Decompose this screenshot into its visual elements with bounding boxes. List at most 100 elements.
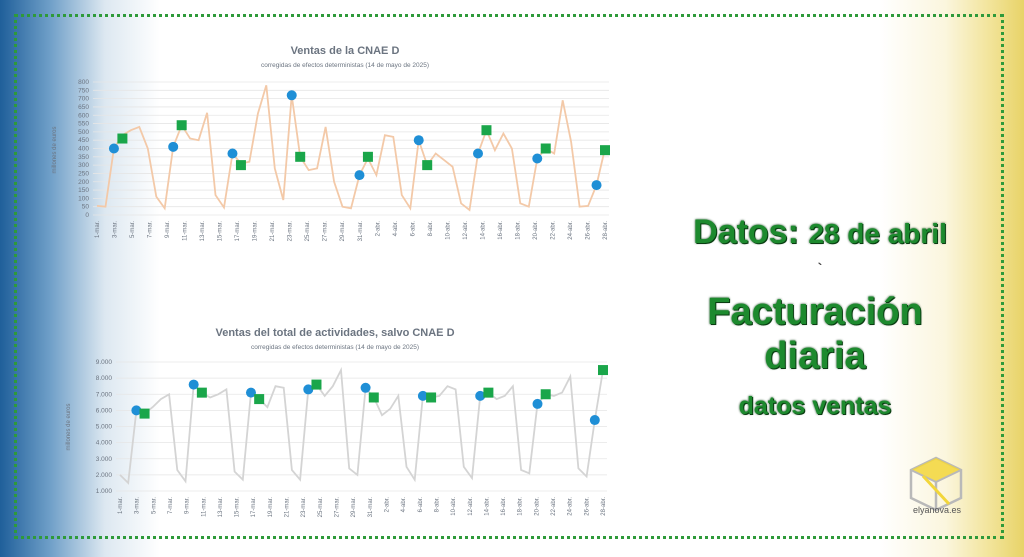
chart1-point-blue	[413, 135, 424, 146]
chart1-point-green	[176, 120, 187, 131]
chart1-point-blue	[227, 148, 238, 159]
chart1-xtick-label: 9-mar.	[165, 221, 171, 238]
chart2-xtick-label: 9-mar.	[185, 497, 191, 514]
chart1-point-blue	[168, 141, 179, 152]
chart2-xtick-label: 4-abr.	[401, 497, 407, 513]
chart1-xtick-label: 8-abr.	[428, 221, 434, 237]
chart2-point-green	[483, 387, 494, 398]
chart2-xtick-label: 24-abr.	[568, 497, 574, 516]
chart2-ytick-label: 8.000	[96, 375, 113, 382]
datos-heading: Datos: 28 de abril	[660, 213, 980, 252]
chart1-xtick-label: 25-mar.	[305, 221, 311, 242]
chart2-xtick-label: 8-abr.	[434, 497, 440, 513]
chart2-xtick-label: 6-abr.	[418, 497, 424, 513]
chart1-xtick-label: 21-mar.	[270, 221, 276, 242]
chart2-xtick-label: 16-abr.	[501, 497, 507, 516]
chart1-point-blue	[473, 148, 483, 159]
chart1-point-blue	[354, 170, 365, 181]
chart1-ytick-label: 700	[78, 96, 89, 103]
chart2-xtick-label: 7-mar.	[168, 497, 174, 514]
chart1-point-blue	[286, 90, 297, 101]
main-title-line2: diaria	[764, 335, 866, 377]
chart1-xtick-label: 17-mar.	[235, 221, 241, 242]
chart2-point-green	[139, 408, 150, 419]
chart1-point-green	[295, 151, 306, 162]
chart2-xtick-label: 18-abr.	[518, 497, 524, 516]
chart1-xtick-label: 15-mar.	[218, 221, 224, 242]
chart1-xtick-label: 11-mar.	[183, 221, 189, 241]
chart2-xtick-label: 3-mar.	[135, 497, 141, 514]
chart2-xtick-label: 1-mar.	[118, 497, 124, 514]
chart2-title: Ventas del total de actividades, salvo C…	[215, 327, 454, 339]
chart2-xtick-label: 17-mar.	[251, 497, 257, 518]
chart1-xtick-label: 29-mar.	[340, 221, 346, 242]
chart1-xtick-label: 4-abr.	[393, 221, 399, 237]
chart2-xtick-label: 26-abr.	[584, 497, 590, 516]
chart1-xtick-label: 20-abr.	[533, 221, 539, 240]
chart2-xtick-label: 29-mar.	[351, 497, 357, 518]
chart1-xtick-label: 23-mar.	[288, 221, 294, 242]
chart2-point-green	[311, 379, 322, 390]
chart2-subtitle: corregidas de efectos deterministas (14 …	[251, 344, 419, 351]
chart1-ytick-label: 750	[78, 87, 89, 94]
chart2-xtick-label: 31-mar.	[368, 497, 374, 518]
chart1-ytick-label: 550	[78, 121, 89, 128]
chart2-point-blue	[532, 398, 543, 409]
chart1-point-green	[422, 160, 433, 171]
chart1-ytick-label: 600	[78, 112, 89, 119]
chart2-ytick-label: 9.000	[96, 359, 113, 366]
chart1-xtick-label: 14-abr.	[480, 221, 486, 240]
chart1-ytick-label: 800	[78, 79, 89, 86]
chart2-xtick-label: 19-mar.	[268, 497, 274, 518]
chart2-xtick-label: 11-mar.	[201, 497, 207, 517]
chart2-point-blue	[245, 387, 256, 398]
chart1-xtick-label: 7-mar.	[148, 221, 154, 238]
chart1-point-green	[540, 143, 551, 154]
chart1-ytick-label: 450	[78, 137, 89, 144]
chart2-ytick-label: 5.000	[96, 424, 113, 431]
chart1-xtick-label: 2-abr.	[375, 221, 381, 237]
chart1-xtick-label: 3-mar.	[113, 221, 119, 238]
chart1-xtick-label: 13-mar.	[200, 221, 206, 242]
chart1-ytick-label: 100	[78, 195, 89, 202]
main-title: Facturación diaria	[690, 290, 940, 378]
chart1-xtick-label: 22-abr.	[550, 221, 556, 240]
chart1-xtick-label: 28-abr.	[603, 221, 609, 240]
chart2-xtick-label: 2-abr.	[384, 497, 390, 513]
chart2-ytick-label: 2.000	[96, 472, 113, 479]
chart2-xtick-label: 10-abr.	[451, 497, 457, 516]
chart2-xtick-label: 23-mar.	[301, 497, 307, 518]
chart1-xtick-label: 19-mar.	[253, 221, 259, 242]
main-title-line1: Facturación	[707, 291, 923, 333]
chart1-point-blue	[532, 153, 543, 164]
chart1-title: Ventas de la CNAE D	[291, 45, 400, 57]
chart1-xtick-label: 12-abr.	[463, 221, 469, 240]
chart1-ytick-label: 50	[82, 204, 90, 211]
chart1-xtick-label: 24-abr.	[568, 221, 574, 240]
chart1-ytick-label: 200	[78, 179, 89, 186]
chart2-xtick-label: 27-mar.	[335, 497, 341, 518]
chart1-ytick-label: 150	[78, 187, 89, 194]
chart1-xtick-label: 5-mar.	[130, 221, 136, 238]
chart1-xtick-label: 31-mar.	[358, 221, 364, 242]
chart1-ytick-label: 350	[78, 154, 89, 161]
chart1-point-blue	[591, 180, 602, 191]
chart2-point-green	[598, 365, 608, 376]
chart1-point-green	[600, 145, 610, 156]
chart1-point-green	[362, 151, 373, 162]
chart2-point-blue	[360, 382, 371, 393]
chart2-xtick-label: 5-mar.	[151, 497, 157, 514]
chart2-point-blue	[188, 379, 199, 390]
datos-date: 28 de abril	[808, 218, 947, 249]
chart2-ytick-label: 4.000	[96, 440, 113, 447]
chart2-xtick-label: 12-abr.	[468, 497, 474, 516]
chart1-ytick-label: 300	[78, 162, 89, 169]
chart2-point-blue	[417, 390, 428, 401]
datos-label: Datos:	[693, 213, 799, 251]
chart1-ytick-label: 0	[85, 212, 89, 219]
chart2-xtick-label: 14-abr.	[484, 497, 490, 516]
chart2-ytick-label: 6.000	[96, 407, 113, 414]
chart2-point-green	[540, 389, 551, 400]
